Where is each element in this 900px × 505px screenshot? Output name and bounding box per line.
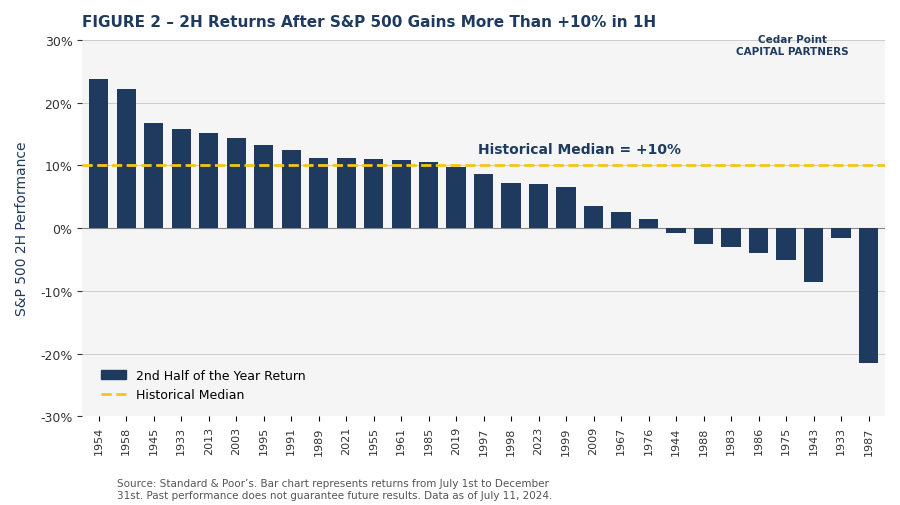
- Y-axis label: S&P 500 2H Performance: S&P 500 2H Performance: [15, 142, 29, 316]
- Bar: [694, 229, 713, 244]
- Bar: [337, 159, 356, 229]
- Bar: [611, 213, 631, 229]
- Text: FIGURE 2 – 2H Returns After S&P 500 Gains More Than +10% in 1H: FIGURE 2 – 2H Returns After S&P 500 Gain…: [82, 15, 656, 30]
- Bar: [446, 167, 465, 229]
- Bar: [364, 160, 383, 229]
- Legend: 2nd Half of the Year Return, Historical Median: 2nd Half of the Year Return, Historical …: [96, 365, 311, 407]
- Bar: [254, 146, 274, 229]
- Bar: [859, 229, 878, 364]
- Text: Historical Median = +10%: Historical Median = +10%: [478, 143, 681, 157]
- Bar: [282, 150, 301, 229]
- Bar: [832, 229, 850, 238]
- Bar: [474, 174, 493, 229]
- Bar: [172, 130, 191, 229]
- Bar: [584, 207, 603, 229]
- Bar: [749, 229, 769, 254]
- Text: Source: Standard & Poor’s. Bar chart represents returns from July 1st to Decembe: Source: Standard & Poor’s. Bar chart rep…: [117, 478, 553, 500]
- Bar: [666, 229, 686, 234]
- Bar: [227, 138, 246, 229]
- Bar: [529, 185, 548, 229]
- Bar: [639, 219, 658, 229]
- Bar: [309, 159, 328, 229]
- Bar: [144, 124, 163, 229]
- Bar: [804, 229, 824, 282]
- Bar: [501, 184, 521, 229]
- Bar: [777, 229, 796, 260]
- Bar: [392, 161, 410, 229]
- Bar: [722, 229, 741, 247]
- Bar: [199, 133, 219, 229]
- Text: Cedar Point
CAPITAL PARTNERS: Cedar Point CAPITAL PARTNERS: [735, 35, 849, 57]
- Bar: [89, 80, 108, 229]
- Bar: [117, 90, 136, 229]
- Bar: [419, 163, 438, 229]
- Bar: [556, 188, 576, 229]
